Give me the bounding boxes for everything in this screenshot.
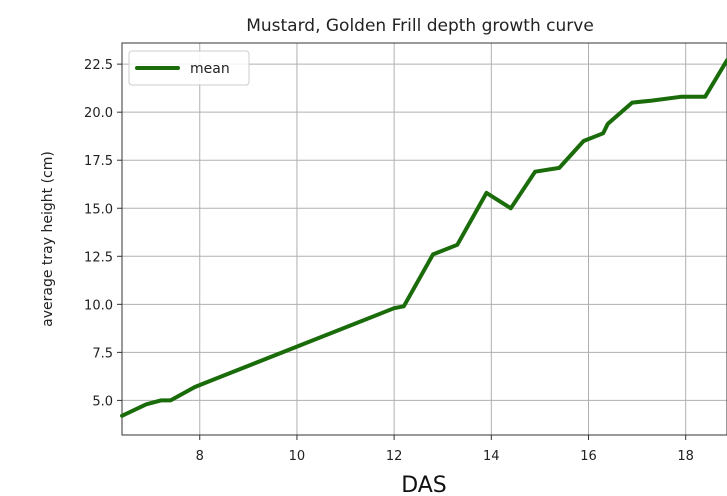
x-tick-label: 10 — [289, 449, 306, 464]
y-tick-label: 5.0 — [92, 394, 113, 409]
chart-title: Mustard, Golden Frill depth growth curve — [246, 16, 594, 36]
legend: mean — [128, 50, 250, 86]
series-line-mean — [120, 58, 727, 418]
x-tick-label: 16 — [580, 449, 597, 464]
y-tick-label: 15.0 — [84, 202, 113, 217]
series-layer — [120, 58, 727, 418]
grid — [122, 43, 727, 435]
y-tick-label: 12.5 — [84, 250, 113, 265]
x-tick-label: 12 — [386, 449, 403, 464]
plot-frame — [121, 42, 727, 436]
x-tick-label: 18 — [677, 449, 694, 464]
y-tick-label: 7.5 — [92, 346, 113, 361]
y-tick-label: 10.0 — [84, 298, 113, 313]
y-tick-label: 17.5 — [84, 154, 113, 169]
y-tick-label: 22.5 — [84, 58, 113, 73]
x-axis-ticks: 8 10 12 14 16 18 — [196, 435, 694, 464]
y-axis-ticks: 5.0 7.5 10.0 12.5 15.0 17.5 20.0 22.5 — [84, 58, 122, 409]
x-axis-label: DAS — [401, 473, 447, 496]
y-axis-label: average tray height (cm) — [40, 151, 56, 327]
legend-box — [128, 50, 250, 86]
y-tick-label: 20.0 — [84, 106, 113, 121]
legend-label-mean: mean — [190, 61, 230, 77]
x-tick-label: 14 — [483, 449, 500, 464]
x-tick-label: 8 — [196, 449, 204, 464]
